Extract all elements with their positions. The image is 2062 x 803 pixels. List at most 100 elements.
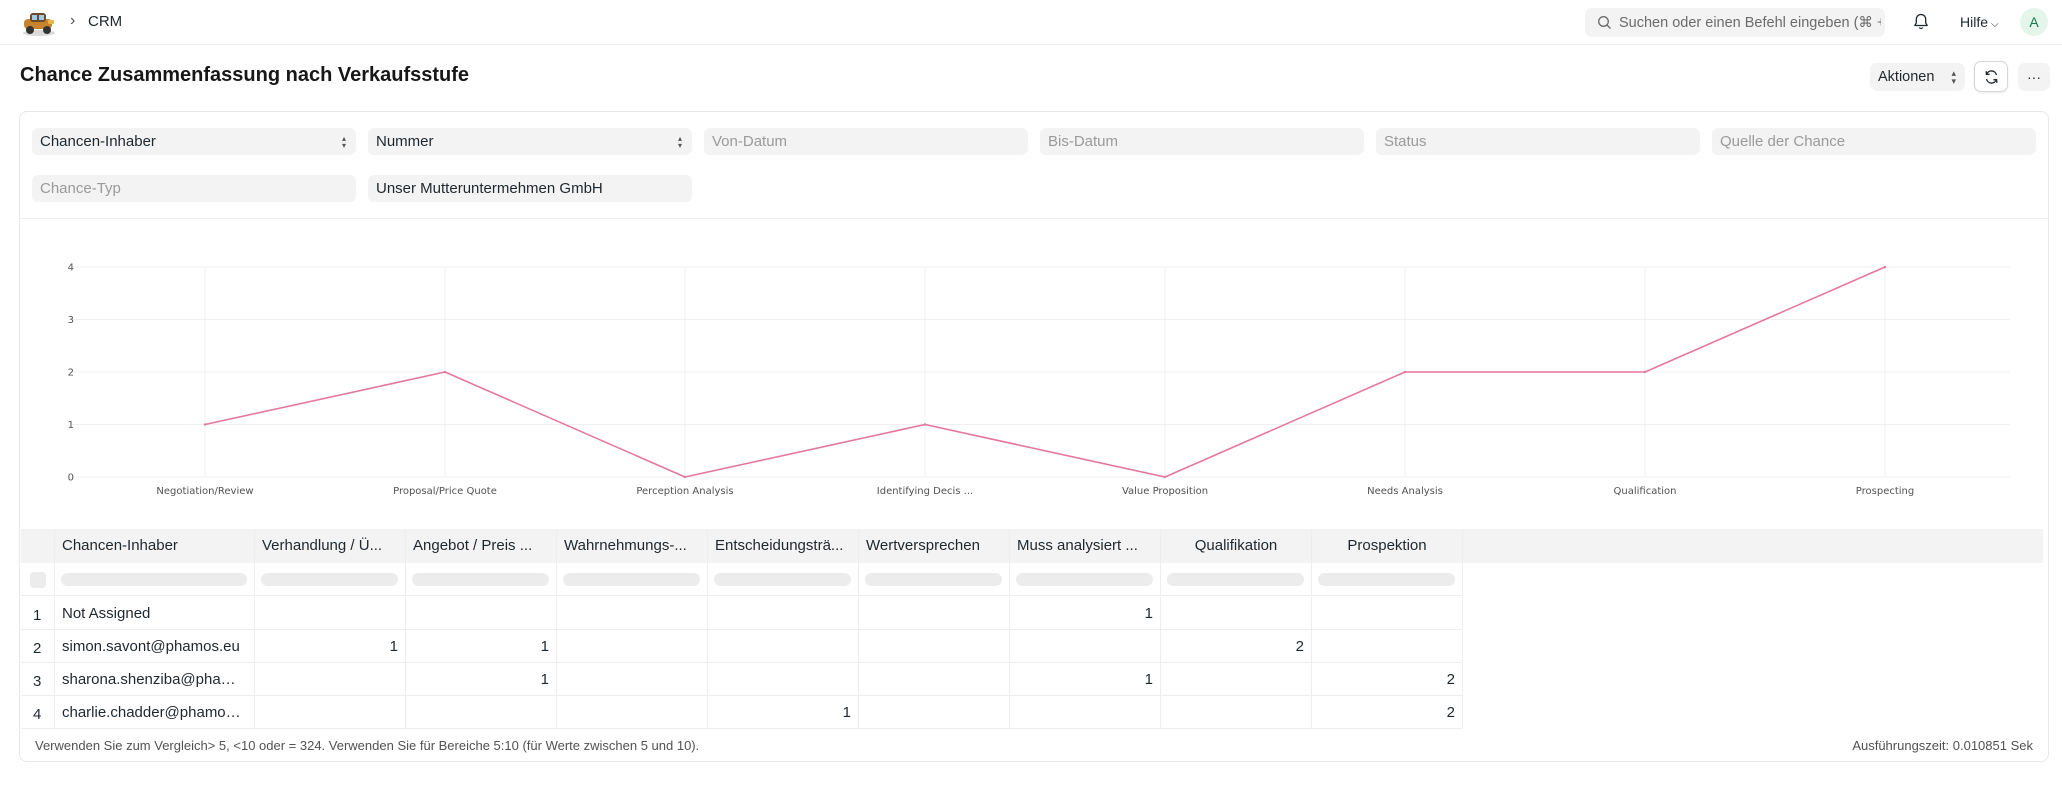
owner-select-value: Chancen-Inhaber bbox=[40, 133, 156, 150]
value-cell[interactable] bbox=[557, 597, 708, 630]
column-filter-input[interactable] bbox=[865, 573, 1002, 586]
row-index: 3 bbox=[21, 663, 55, 696]
value-cell[interactable] bbox=[708, 597, 859, 630]
more-options-button[interactable]: ··· bbox=[2018, 63, 2050, 91]
row-index: 4 bbox=[21, 696, 55, 729]
value-cell[interactable]: 2 bbox=[1161, 630, 1312, 663]
owner-cell[interactable]: charlie.chadder@phamos.... bbox=[55, 696, 255, 729]
x-tick-label: Value Proposition bbox=[1122, 486, 1208, 497]
value-cell[interactable] bbox=[557, 630, 708, 663]
chart-svg: 0 1 2 3 4 Negotiation/Review Proposal/Price Qu… bbox=[68, 263, 2010, 497]
column-header[interactable]: Qualifikation bbox=[1161, 529, 1312, 563]
app-logo[interactable] bbox=[20, 7, 58, 37]
y-tick-label: 0 bbox=[68, 473, 74, 484]
column-filter-input[interactable] bbox=[1016, 573, 1153, 586]
refresh-button[interactable] bbox=[1974, 61, 2008, 92]
column-filter-input[interactable] bbox=[261, 573, 398, 586]
company-field[interactable]: Unser Mutteruntermehmen GmbH bbox=[368, 175, 692, 202]
value-cell[interactable] bbox=[557, 663, 708, 696]
column-filter-input[interactable] bbox=[61, 573, 247, 586]
column-filter-cell bbox=[708, 563, 859, 596]
search-icon bbox=[1598, 16, 1611, 29]
value-cell[interactable]: 1 bbox=[1010, 663, 1161, 696]
value-cell[interactable]: 2 bbox=[1312, 696, 1463, 729]
value-cell[interactable]: 1 bbox=[255, 630, 406, 663]
column-filter-input[interactable] bbox=[412, 573, 549, 586]
type-field[interactable]: Chance-Typ bbox=[32, 175, 356, 202]
value-cell[interactable] bbox=[406, 696, 557, 729]
column-header[interactable]: Verhandlung / Ü... bbox=[255, 529, 406, 563]
data-point bbox=[683, 475, 687, 479]
select-all-checkbox[interactable] bbox=[30, 572, 46, 588]
refresh-icon bbox=[1985, 70, 1998, 84]
value-cell[interactable] bbox=[255, 663, 406, 696]
y-tick-label: 4 bbox=[68, 263, 74, 274]
row-index-header bbox=[21, 529, 55, 563]
x-tick-label: Prospecting bbox=[1856, 486, 1914, 497]
column-header[interactable]: Prospektion bbox=[1312, 529, 1463, 563]
column-header[interactable]: Wertversprechen bbox=[859, 529, 1010, 563]
data-point bbox=[443, 370, 447, 374]
value-cell[interactable] bbox=[708, 630, 859, 663]
value-cell[interactable] bbox=[1161, 597, 1312, 630]
notification-bell-icon[interactable] bbox=[1912, 12, 1930, 31]
value-cell[interactable] bbox=[859, 696, 1010, 729]
status-field[interactable]: Status bbox=[1376, 128, 1700, 155]
data-point bbox=[1883, 265, 1887, 269]
value-cell[interactable] bbox=[255, 696, 406, 729]
select-arrows-icon: ▴ ▾ bbox=[341, 134, 346, 150]
data-point bbox=[1163, 475, 1167, 479]
number-select[interactable]: Nummer ▴ ▾ bbox=[368, 128, 692, 155]
value-cell[interactable] bbox=[859, 630, 1010, 663]
value-cell[interactable] bbox=[255, 597, 406, 630]
from-date-field[interactable]: Von-Datum bbox=[704, 128, 1028, 155]
user-avatar[interactable]: A bbox=[2020, 8, 2048, 36]
column-filter-input[interactable] bbox=[714, 573, 851, 586]
column-header[interactable]: Entscheidungsträ... bbox=[708, 529, 859, 563]
value-cell[interactable] bbox=[859, 597, 1010, 630]
source-field[interactable]: Quelle der Chance bbox=[1712, 128, 2036, 155]
x-tick-label: Perception Analysis bbox=[636, 486, 733, 497]
value-cell[interactable] bbox=[1312, 597, 1463, 630]
column-filter-input[interactable] bbox=[563, 573, 700, 586]
help-label: Hilfe bbox=[1960, 14, 1989, 30]
global-search[interactable] bbox=[1585, 8, 1885, 37]
filter-hint: Verwenden Sie zum Vergleich> 5, <10 oder… bbox=[35, 738, 700, 753]
value-cell[interactable] bbox=[557, 696, 708, 729]
value-cell[interactable]: 1 bbox=[406, 663, 557, 696]
column-header[interactable]: Chancen-Inhaber bbox=[55, 529, 255, 563]
actions-button[interactable]: Aktionen ▴ ▾ bbox=[1870, 63, 1965, 91]
value-cell[interactable] bbox=[406, 597, 557, 630]
column-header[interactable]: Wahrnehmungs-... bbox=[557, 529, 708, 563]
value-cell[interactable]: 1 bbox=[1010, 597, 1161, 630]
x-tick-label: Needs Analysis bbox=[1367, 486, 1443, 497]
search-input[interactable] bbox=[1619, 8, 1881, 37]
value-cell[interactable] bbox=[1010, 696, 1161, 729]
value-cell[interactable] bbox=[708, 663, 859, 696]
value-cell[interactable]: 1 bbox=[406, 630, 557, 663]
owner-cell[interactable]: Not Assigned bbox=[55, 597, 255, 630]
owner-cell[interactable]: sharona.shenziba@phamo... bbox=[55, 663, 255, 696]
owner-cell[interactable]: simon.savont@phamos.eu bbox=[55, 630, 255, 663]
value-cell[interactable] bbox=[859, 663, 1010, 696]
value-cell[interactable] bbox=[1312, 630, 1463, 663]
breadcrumb-crm[interactable]: CRM bbox=[88, 13, 123, 30]
series-line bbox=[204, 266, 1886, 478]
filter-bar: Chancen-Inhaber ▴ ▾ Nummer ▴ ▾ Von-Datum B… bbox=[20, 112, 2048, 219]
column-filter-input[interactable] bbox=[1167, 573, 1304, 586]
owner-select[interactable]: Chancen-Inhaber ▴ ▾ bbox=[32, 128, 356, 155]
to-date-field[interactable]: Bis-Datum bbox=[1040, 128, 1364, 155]
column-header[interactable]: Muss analysiert ... bbox=[1010, 529, 1161, 563]
y-tick-label: 2 bbox=[68, 368, 74, 379]
chevron-down-icon: ⌵ bbox=[1991, 19, 1999, 30]
value-cell[interactable] bbox=[1010, 630, 1161, 663]
value-cell[interactable] bbox=[1161, 663, 1312, 696]
value-cell[interactable]: 1 bbox=[708, 696, 859, 729]
help-dropdown[interactable]: Hilfe ⌵ bbox=[1960, 14, 1999, 30]
value-cell[interactable] bbox=[1161, 696, 1312, 729]
column-filter-input[interactable] bbox=[1318, 573, 1455, 586]
column-header[interactable]: Angebot / Preis ... bbox=[406, 529, 557, 563]
value-cell[interactable]: 2 bbox=[1312, 663, 1463, 696]
top-navbar: › CRM Hilfe⌵ A bbox=[0, 0, 2062, 45]
x-tick-label: Qualification bbox=[1614, 486, 1677, 497]
